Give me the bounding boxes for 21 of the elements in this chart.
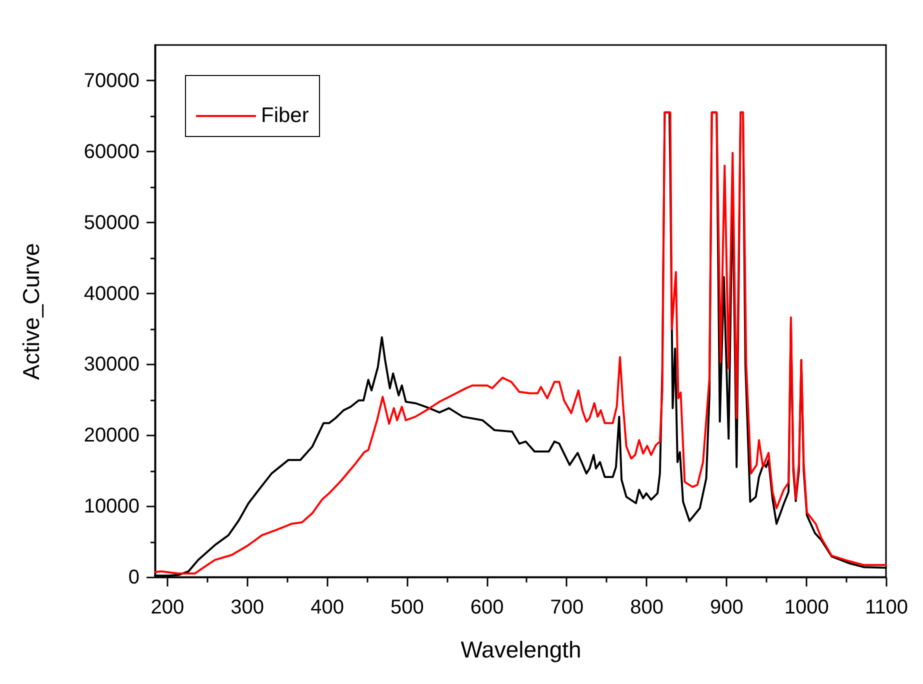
x-tick-label: 800 — [630, 596, 664, 618]
y-tick-label: 30000 — [84, 354, 140, 376]
x-tick-label: 900 — [710, 596, 744, 618]
x-tick-label: 400 — [310, 596, 344, 618]
x-tick-label: 200 — [150, 596, 184, 618]
y-tick-label: 60000 — [84, 140, 140, 163]
y-tick-label: 20000 — [84, 424, 140, 447]
y-tick-label: 50000 — [84, 212, 140, 234]
y-tick-label: 10000 — [84, 496, 140, 518]
x-tick-label: 300 — [230, 596, 264, 618]
y-tick-label: 40000 — [84, 282, 140, 305]
x-tick-label: 600 — [470, 596, 504, 618]
x-axis-title: Wavelength — [460, 636, 582, 662]
x-tick-label: 700 — [550, 596, 584, 618]
x-tick-label: 1000 — [784, 596, 829, 618]
x-tick-label: 500 — [390, 596, 424, 618]
y-axis-title: Active_Curve — [18, 243, 44, 380]
y-tick-label: 0 — [128, 566, 140, 588]
y-tick-label: 70000 — [84, 70, 140, 92]
legend-label: Fiber — [261, 104, 309, 127]
x-tick-label: 1100 — [864, 596, 908, 618]
